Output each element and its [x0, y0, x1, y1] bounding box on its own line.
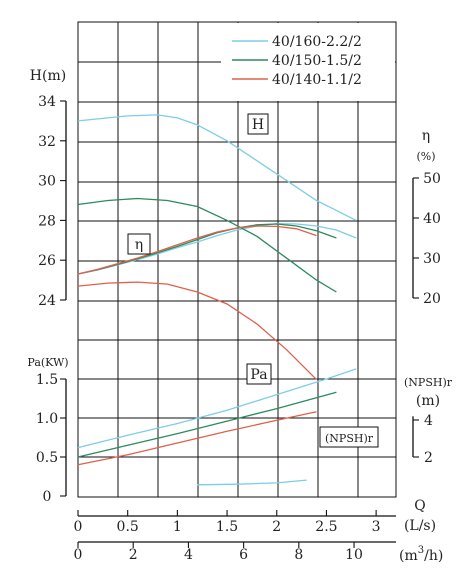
pa-axis-tick-label: 0	[43, 489, 52, 505]
q-ls-axis-unit: (L/s)	[404, 518, 436, 534]
series-1-eta-curve	[77, 222, 357, 275]
eta-axis-unit: (%)	[416, 150, 435, 163]
q-axis-title: Q	[414, 498, 425, 514]
legend: 40/160-2.2/2 40/150-1.5/2 40/140-1.1/2	[221, 23, 395, 101]
h-axis-tick-label: 30	[38, 174, 56, 190]
npsh-axis-title: (NPSH)r	[404, 376, 453, 389]
eta-axis-tick-label: 30	[423, 251, 441, 267]
npsh-curve-label: (NPSH)r	[319, 426, 379, 448]
pa-axis-tick-label: 0.5	[36, 450, 58, 466]
eta-curve-label-text: η	[135, 237, 143, 253]
q-ls-axis-tick-label: 1	[173, 519, 182, 535]
q-m3h-axis-tick-label: 10	[345, 547, 363, 563]
q-ls-axis-tick-label: 2.5	[315, 519, 337, 535]
q-m3h-axis-tick-label: 6	[239, 547, 248, 563]
pa-curve-label-box	[246, 363, 272, 385]
q-ls-axis-tick-label: 3	[372, 519, 381, 535]
pa-axis-tick-label: 1.5	[36, 372, 58, 388]
eta-axis-tick-label: 50	[423, 171, 441, 187]
series-2-pa-curve	[77, 391, 337, 458]
h-axis-tick-label: 34	[38, 94, 56, 110]
series-1-h-curve	[77, 114, 357, 221]
plot-frame	[77, 21, 397, 498]
legend-label: 40/150-1.5/2	[272, 53, 362, 69]
series-2-eta-curve	[77, 223, 337, 275]
h-axis-tick-label: 24	[38, 293, 56, 309]
h-curve-label: H	[247, 113, 269, 135]
pa-curve-label-text: Pa	[250, 367, 267, 383]
eta-axis-title: η	[422, 128, 430, 144]
q-m3h-axis-tick-label: 0	[74, 547, 83, 563]
pa-axis-tick-label: 1.0	[36, 411, 58, 427]
eta-axis-tick-label: 20	[423, 291, 441, 307]
h-axis-tick-label: 28	[38, 213, 56, 229]
labels: Hη Pa (NPSH)r	[127, 113, 379, 448]
npsh-curve-label-text: (NPSH)r	[325, 432, 374, 445]
curves	[77, 114, 357, 486]
axes: 242628303234H(m)00.51.01.5Pa(KW)20304050…	[27, 68, 452, 564]
series-3-h-curve	[77, 281, 317, 381]
h-axis-title: H(m)	[30, 68, 66, 84]
npsh-axis-unit: (m)	[416, 393, 440, 409]
series-2-h-curve	[77, 197, 337, 293]
eta-curve-label: η	[127, 233, 151, 255]
pa-axis-title: Pa(KW)	[27, 356, 68, 369]
q-ls-axis-tick-label: 0.5	[117, 519, 139, 535]
legend-label: 40/160-2.2/2	[272, 34, 362, 50]
legend-background	[221, 23, 395, 101]
q-m3h-axis-tick-label: 4	[184, 547, 193, 563]
pa-curve-label: Pa	[246, 363, 272, 385]
series-3-pa-curve	[77, 411, 317, 466]
series-1-pa-curve	[77, 368, 357, 449]
series-3-eta-curve	[77, 225, 317, 275]
eta-axis-tick-label: 40	[423, 211, 441, 227]
q-ls-axis-tick-label: 0	[74, 519, 83, 535]
q-ls-axis-tick-label: 1.5	[216, 519, 238, 535]
eta-curve-label-box	[127, 233, 151, 255]
q-ls-axis-tick-label: 2	[272, 519, 281, 535]
series-1-npsh-curve	[197, 479, 307, 486]
q-m3h-axis-tick-label: 8	[294, 547, 303, 563]
h-curve-label-text: H	[252, 117, 264, 133]
npsh-axis-tick-label: 4	[424, 413, 433, 429]
h-axis-tick-label: 32	[38, 134, 56, 150]
h-axis-tick-label: 26	[38, 253, 56, 269]
q-m3h-axis-tick-label: 2	[129, 547, 138, 563]
npsh-axis-tick-label: 2	[424, 450, 433, 466]
npsh-curve-label-box	[319, 426, 379, 448]
h-curve-label-box	[247, 113, 269, 135]
q-m3h-axis-unit: (m3/h)	[399, 545, 443, 564]
legend-label: 40/140-1.1/2	[272, 72, 362, 88]
